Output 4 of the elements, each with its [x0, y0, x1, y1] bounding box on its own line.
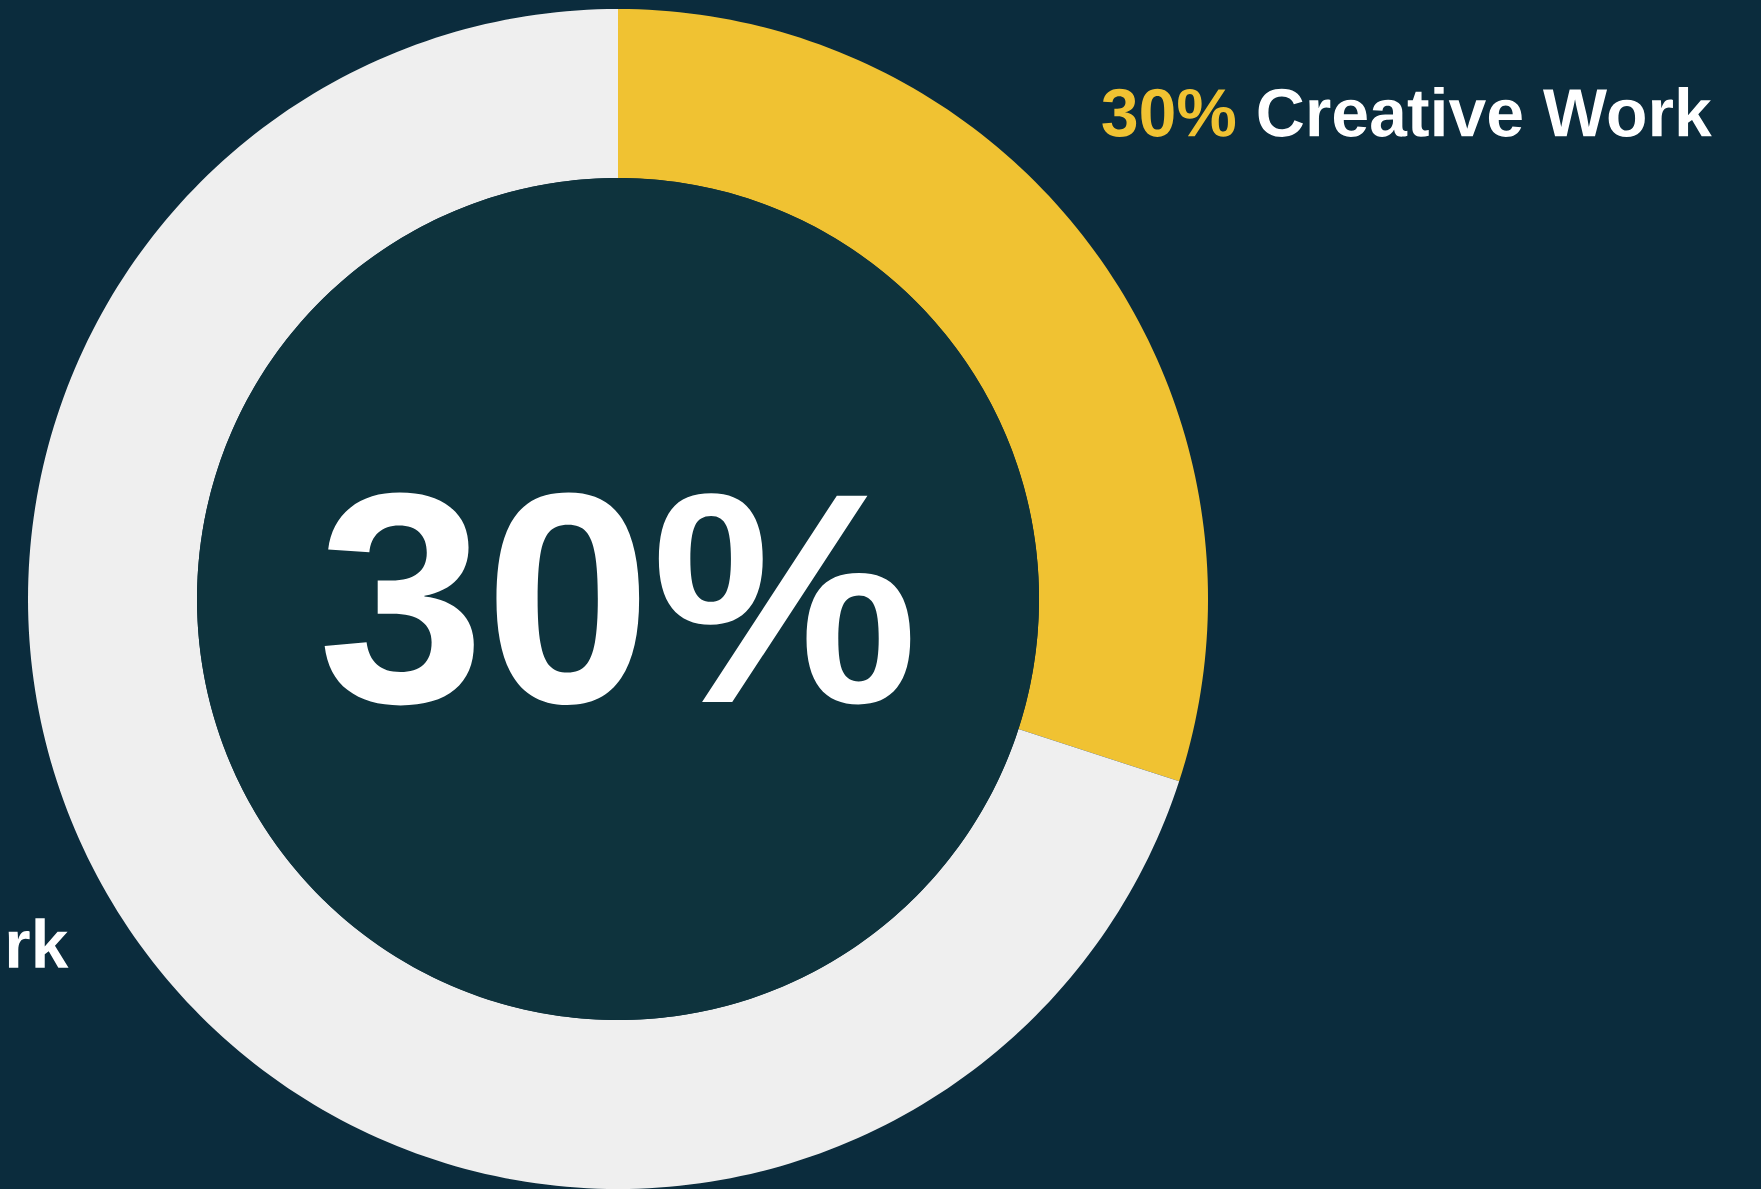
slice-label: rk	[8, 918, 69, 968]
slice-label: Creative Work	[1258, 86, 1712, 137]
text: 30%	[324, 492, 911, 706]
data-label: 30%	[1102, 88, 1236, 138]
